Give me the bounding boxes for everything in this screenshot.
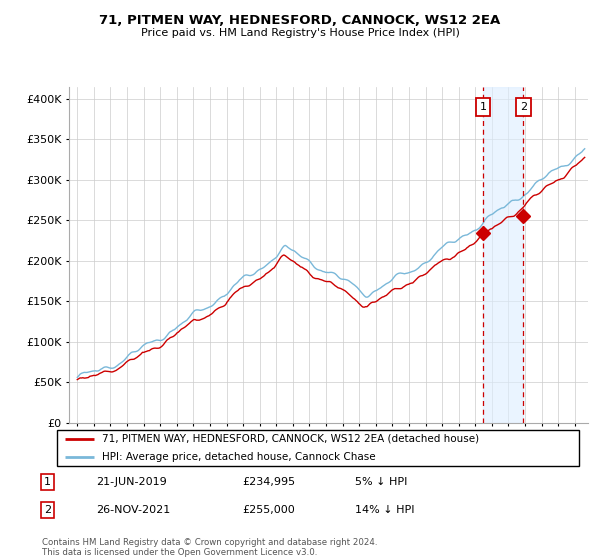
Text: £255,000: £255,000: [242, 505, 295, 515]
Text: 1: 1: [479, 102, 487, 112]
Text: 26-NOV-2021: 26-NOV-2021: [96, 505, 170, 515]
Text: 71, PITMEN WAY, HEDNESFORD, CANNOCK, WS12 2EA: 71, PITMEN WAY, HEDNESFORD, CANNOCK, WS1…: [100, 14, 500, 27]
Text: 71, PITMEN WAY, HEDNESFORD, CANNOCK, WS12 2EA (detached house): 71, PITMEN WAY, HEDNESFORD, CANNOCK, WS1…: [101, 434, 479, 444]
Text: 1: 1: [44, 477, 51, 487]
Text: HPI: Average price, detached house, Cannock Chase: HPI: Average price, detached house, Cann…: [101, 451, 375, 461]
Text: Contains HM Land Registry data © Crown copyright and database right 2024.
This d: Contains HM Land Registry data © Crown c…: [42, 538, 377, 557]
Text: Price paid vs. HM Land Registry's House Price Index (HPI): Price paid vs. HM Land Registry's House …: [140, 28, 460, 38]
FancyBboxPatch shape: [56, 431, 580, 466]
Text: £234,995: £234,995: [242, 477, 295, 487]
Text: 14% ↓ HPI: 14% ↓ HPI: [355, 505, 415, 515]
Text: 21-JUN-2019: 21-JUN-2019: [96, 477, 167, 487]
Text: 2: 2: [520, 102, 527, 112]
Text: 2: 2: [44, 505, 51, 515]
Text: 5% ↓ HPI: 5% ↓ HPI: [355, 477, 407, 487]
